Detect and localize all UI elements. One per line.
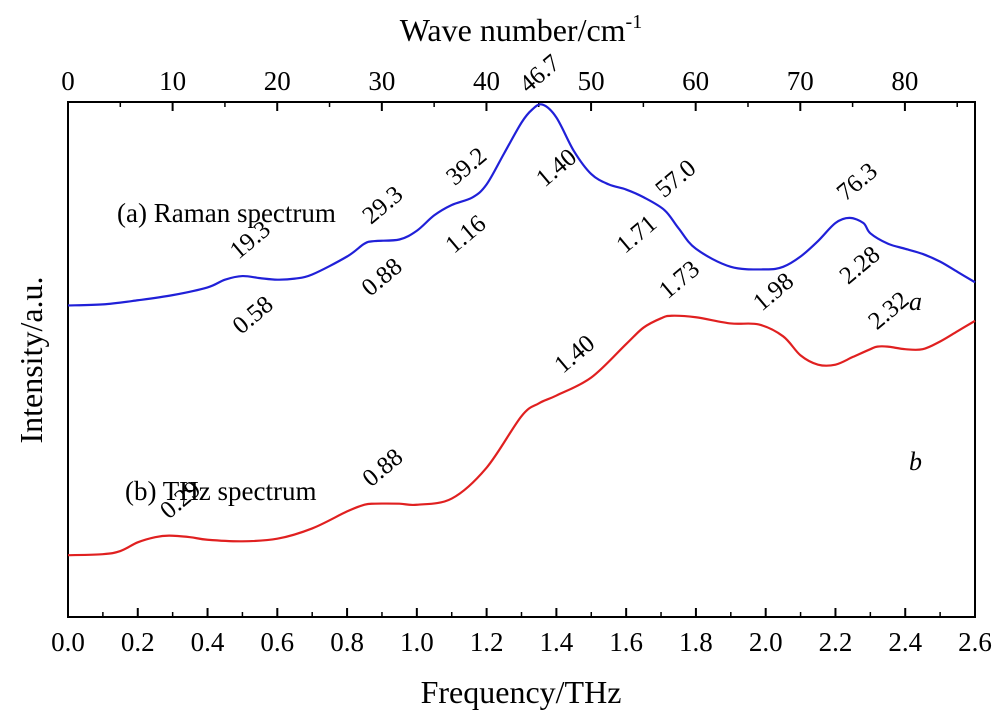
peak-annotation: 0.88 <box>357 253 408 302</box>
x2-tick-label: 30 <box>368 66 395 96</box>
peak-annotation: 1.40 <box>549 330 600 379</box>
peak-annotation: 0.58 <box>228 291 279 340</box>
series-label-raman: (a) Raman spectrum <box>117 198 336 228</box>
x-tick-label: 1.6 <box>609 627 643 657</box>
x2-tick-label: 40 <box>473 66 500 96</box>
x-tick-label: 0.6 <box>260 627 294 657</box>
x-tick-label: 1.2 <box>470 627 504 657</box>
peak-annotation: 1.98 <box>748 268 799 317</box>
x-axis-title: Frequency/THz <box>421 674 622 710</box>
peak-annotation: 2.28 <box>835 241 886 290</box>
x-tick-label: 2.2 <box>819 627 853 657</box>
x-tick-label: 1.4 <box>540 627 574 657</box>
x-tick-label: 0.4 <box>191 627 225 657</box>
x-tick-label: 2.4 <box>888 627 922 657</box>
series-label-thz: (b) THz spectrum <box>125 476 316 506</box>
x2-tick-label: 60 <box>682 66 709 96</box>
peak-annotation: 1.73 <box>654 256 705 305</box>
x-axis-top-ticks: 0 10 20 30 40 50 60 70 80 <box>61 66 958 111</box>
y-axis-title: Intensity/a.u. <box>13 276 49 443</box>
peak-annotation: 1.16 <box>440 210 491 259</box>
peak-annotation: 39.2 <box>441 142 492 191</box>
x-tick-label: 2.6 <box>958 627 992 657</box>
curve-label-b: b <box>909 447 922 476</box>
curve-label-a: a <box>909 287 922 316</box>
peak-annotation: 57.0 <box>650 154 701 203</box>
x2-tick-label: 20 <box>264 66 291 96</box>
x2-axis-title: Wave number/cm-1 <box>400 11 642 48</box>
x-tick-label: 0.2 <box>121 627 155 657</box>
series-layer <box>67 103 976 557</box>
raman-spectrum-line <box>67 103 976 307</box>
x-tick-label: 0.8 <box>330 627 364 657</box>
x-axis-bottom-ticks: 0.0 0.2 0.4 0.6 0.8 1.0 1.2 1.4 1.6 1.8 2.0 2.2 2.4 2… <box>51 608 992 657</box>
x-tick-label: 2.0 <box>749 627 783 657</box>
peak-annotation: 1.71 <box>611 210 662 259</box>
peak-annotation: 29.3 <box>357 181 408 230</box>
x2-tick-label: 50 <box>578 66 605 96</box>
x2-tick-label: 70 <box>787 66 814 96</box>
x2-tick-label: 80 <box>891 66 918 96</box>
x-tick-label: 1.8 <box>679 627 713 657</box>
peak-annotation: 46.7 <box>514 50 565 99</box>
peak-annotation: 0.88 <box>357 444 408 493</box>
x2-tick-label: 0 <box>61 66 75 96</box>
x-tick-label: 1.0 <box>400 627 434 657</box>
x2-axis-title-base: Wave number/cm <box>400 12 626 48</box>
x-tick-label: 0.0 <box>51 627 85 657</box>
x2-axis-title-sup: -1 <box>626 11 643 33</box>
thz-spectrum-line <box>67 314 976 557</box>
peak-annotation: 76.3 <box>832 158 883 207</box>
peak-annotation: 2.32 <box>863 286 914 335</box>
x2-tick-label: 10 <box>159 66 186 96</box>
